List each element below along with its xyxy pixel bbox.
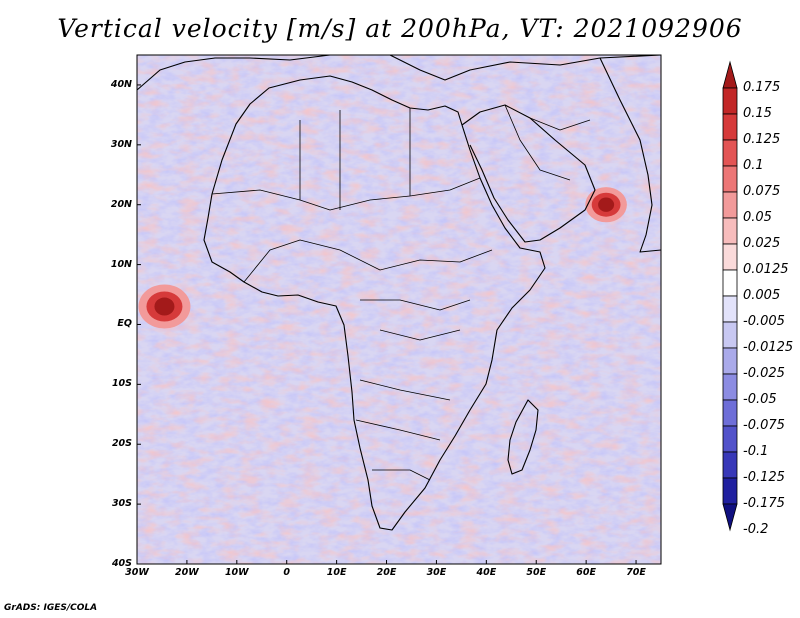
lat-tick-label: 40S: [111, 558, 132, 569]
colorbar-label: 0.125: [743, 132, 781, 147]
lon-tick-label: 0: [283, 567, 291, 578]
colorbar-swatch: [722, 113, 738, 141]
colorbar-swatch: [722, 295, 738, 323]
atlantic-cyclone: [154, 297, 175, 316]
colorbar-label: -0.175: [743, 496, 785, 511]
lat-tick-label: 20S: [111, 438, 132, 450]
colorbar-swatch: [722, 321, 738, 349]
colorbar-label: 0.175: [743, 80, 781, 95]
lon-tick-label: 30E: [426, 567, 447, 578]
colorbar-swatch: [722, 243, 738, 271]
arabian-sea-cyclone: [598, 197, 615, 212]
border-sahel: [211, 177, 481, 211]
colorbar-swatch: [722, 191, 738, 219]
colorbar-label: -0.1: [743, 444, 769, 459]
colorbar-swatch: [722, 425, 738, 453]
colorbar-swatch: [722, 373, 738, 401]
colorbar-swatch: [722, 139, 738, 167]
lon-tick-label: 60E: [576, 567, 596, 578]
colorbar-swatch: [722, 451, 738, 479]
africa-coastline: [203, 75, 546, 531]
colorbar-label: -0.025: [743, 366, 785, 381]
colorbar-bottom-arrow: [722, 503, 738, 532]
lon-tick-label: 10E: [326, 567, 347, 578]
colorbar-label: -0.125: [743, 470, 785, 485]
lon-tick-label: 30W: [125, 567, 149, 578]
lat-tick-label: 30S: [111, 498, 132, 510]
madagascar-coastline: [507, 399, 539, 475]
colorbar-label: 0.005: [743, 288, 781, 303]
colorbar-swatch: [722, 347, 738, 375]
lat-tick-label: 20N: [110, 198, 132, 210]
colorbar-label: 0.075: [743, 184, 781, 199]
europe-coastline: [136, 54, 662, 91]
lon-tick-label: 20W: [175, 567, 199, 578]
colorbar-swatch: [722, 269, 738, 297]
border-arabia: [504, 104, 591, 181]
colorbar-label: -0.2: [743, 522, 769, 537]
border-central: [243, 108, 493, 481]
lon-tick-label: 70E: [626, 567, 646, 578]
arabia-coastline: [461, 104, 596, 243]
coastlines-and-borders: [136, 54, 662, 531]
cyclone-markers: [138, 187, 627, 329]
colorbar-label: 0.05: [743, 210, 772, 225]
colorbar-label: 0.1: [743, 158, 764, 173]
plot-frame: [136, 54, 662, 565]
colorbar: [722, 60, 738, 532]
lon-tick-label: 10W: [224, 567, 249, 578]
india-coastline: [599, 57, 662, 253]
colorbar-swatch: [722, 217, 738, 245]
lat-tick-label: EQ: [117, 318, 132, 330]
lat-tick-label: 30N: [110, 138, 132, 150]
colorbar-swatch: [722, 87, 738, 115]
colorbar-label: -0.005: [743, 314, 785, 329]
colorbar-label: -0.0125: [743, 340, 794, 355]
lat-tick-label: 40N: [110, 78, 132, 90]
colorbar-label: -0.05: [743, 392, 777, 407]
axis-ticks: [136, 84, 637, 565]
map-title: Vertical velocity [m/s] at 200hPa, VT: 2…: [57, 14, 743, 43]
lat-tick-label: 10N: [110, 258, 132, 270]
lat-tick-label: 10S: [111, 378, 132, 390]
lon-tick-label: 20E: [376, 567, 397, 578]
velocity-field: [137, 55, 661, 564]
colorbar-swatch: [722, 399, 738, 427]
colorbar-label: 0.15: [743, 106, 772, 121]
credit-text: GrADS: IGES/COLA: [4, 603, 98, 613]
colorbar-top-arrow: [722, 60, 738, 89]
colorbar-label: -0.075: [743, 418, 785, 433]
lon-tick-label: 40E: [476, 567, 497, 578]
colorbar-swatch: [722, 477, 738, 505]
colorbar-label: 0.0125: [743, 262, 789, 277]
colorbar-label: 0.025: [743, 236, 781, 251]
colorbar-swatch: [722, 165, 738, 193]
lon-tick-label: 50E: [526, 567, 547, 578]
